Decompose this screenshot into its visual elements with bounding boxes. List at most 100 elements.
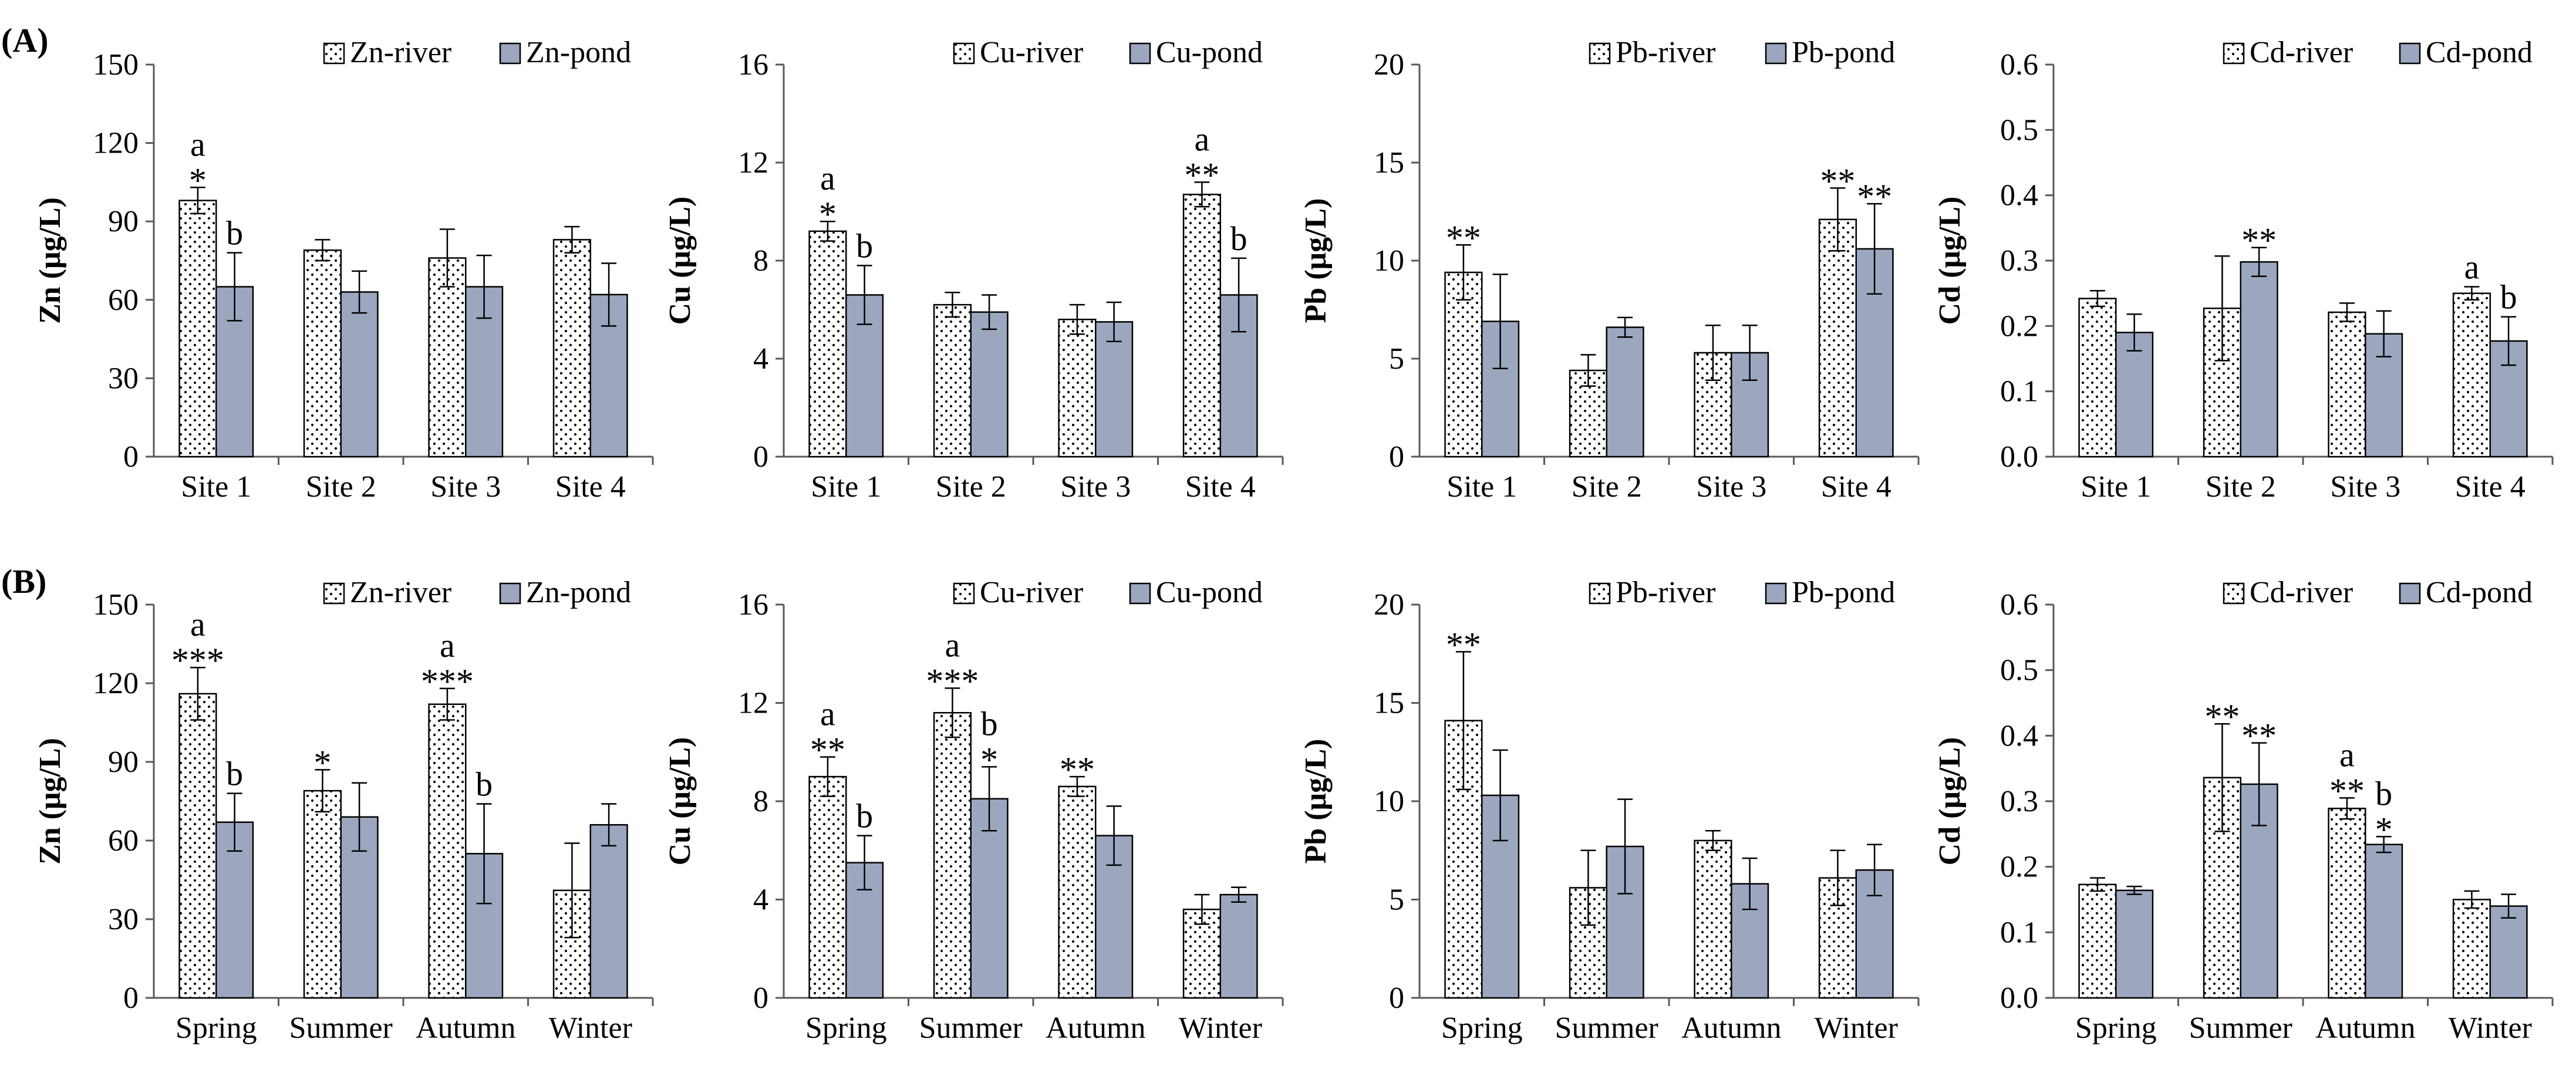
y-tick-label: 16 — [738, 588, 768, 622]
x-tick-label: Site 4 — [2455, 470, 2526, 504]
significance-label: ** — [1060, 750, 1095, 789]
x-tick-label: Spring — [2075, 1011, 2157, 1045]
significance-label: * — [2375, 810, 2393, 849]
chart-panel-3: 0.0 0.1 0.2 0.3 0.4 0.5 0.6 Cd (μg/L) Site 1 Site… — [1933, 36, 2554, 504]
y-tick-label: 0 — [1389, 440, 1404, 474]
significance-label: * — [819, 195, 837, 234]
legend-label: Cu-river — [980, 576, 1083, 609]
y-axis-label: Pb (μg/L) — [1299, 198, 1333, 323]
legend-swatch-pond — [2399, 582, 2421, 605]
river-bar — [303, 789, 342, 999]
y-tick-label: 0 — [1389, 981, 1404, 1015]
y-tick-label: 20 — [1374, 588, 1404, 622]
y-tick-label: 0.5 — [2000, 654, 2038, 687]
significance-label: a — [820, 159, 835, 197]
x-tick-label: Winter — [549, 1011, 632, 1045]
river-bar — [1818, 218, 1857, 458]
y-tick-label: 5 — [1389, 342, 1404, 376]
legend-label: Cd-pond — [2426, 36, 2533, 69]
chart-panel-0: 0 30 60 90 120 150 Zn (μg/L) Site 1 *a b Site 2 Sit… — [33, 36, 654, 504]
row-label-a: (A) — [1, 21, 49, 59]
significance-label: ** — [1857, 177, 1892, 216]
significance-label: a — [820, 695, 835, 733]
legend-label: Cd-pond — [2426, 576, 2533, 609]
legend-label: Zn-pond — [526, 36, 631, 69]
y-tick-label: 12 — [738, 146, 768, 180]
y-tick-label: 12 — [738, 687, 768, 720]
river-bar — [178, 200, 217, 458]
legend-label: Cu-pond — [1156, 576, 1263, 609]
pond-bar — [970, 311, 1009, 458]
x-tick-label: Summer — [289, 1011, 393, 1045]
legend-swatch-pond — [1765, 42, 1787, 65]
significance-label: ** — [2329, 771, 2365, 810]
significance-label: * — [189, 161, 207, 200]
y-tick-label: 4 — [753, 883, 768, 917]
y-tick-label: 0.5 — [2000, 113, 2038, 147]
significance-label: a — [2464, 248, 2480, 286]
legend-swatch-river — [953, 582, 975, 605]
significance-label: ** — [2204, 697, 2240, 736]
y-tick-label: 16 — [738, 48, 768, 82]
pond-bar — [589, 824, 628, 999]
x-tick-label: Site 2 — [2206, 470, 2276, 504]
pond-bar — [2115, 332, 2154, 458]
legend-swatch-river — [323, 42, 345, 65]
x-tick-label: Site 3 — [2330, 470, 2400, 504]
pond-bar — [2489, 905, 2528, 999]
x-tick-label: Summer — [2189, 1011, 2292, 1045]
chart-panel-2: 0 5 10 15 20 Pb (μg/L) Site 1 ** Site 2 Site 3 Sit… — [1299, 36, 1920, 504]
pond-bar — [2115, 889, 2154, 999]
significance-label: b — [856, 797, 873, 835]
significance-label: * — [313, 743, 331, 782]
significance-label: *** — [421, 662, 474, 701]
y-tick-label: 90 — [108, 205, 139, 238]
significance-label: b — [476, 765, 493, 803]
river-bar — [303, 249, 342, 458]
pond-bar — [340, 291, 379, 458]
x-tick-label: Spring — [176, 1011, 257, 1045]
x-tick-label: Site 3 — [430, 470, 501, 504]
y-axis-label: Zn (μg/L) — [33, 738, 67, 865]
legend-swatch-river — [2223, 582, 2245, 605]
x-tick-label: Site 4 — [1185, 470, 1256, 504]
significance-label: a — [1195, 120, 1210, 158]
y-tick-label: 0.2 — [2000, 309, 2038, 343]
pond-bar — [465, 853, 504, 999]
y-tick-label: 15 — [1374, 687, 1404, 720]
significance-label: ** — [1446, 218, 1481, 257]
legend-label: Zn-pond — [526, 576, 631, 609]
river-bar — [178, 693, 217, 999]
significance-label: b — [2375, 774, 2392, 812]
x-tick-label: Autumn — [2315, 1011, 2415, 1045]
legend-swatch-pond — [2399, 42, 2421, 65]
legend-swatch-river — [323, 582, 345, 605]
river-bar — [552, 239, 591, 458]
y-tick-label: 0.6 — [2000, 588, 2038, 622]
significance-label: b — [981, 704, 998, 743]
x-tick-label: Winter — [1815, 1011, 1898, 1045]
y-tick-label: 0 — [123, 440, 139, 474]
y-tick-label: 0.0 — [2000, 440, 2038, 474]
legend-label: Zn-river — [350, 576, 451, 609]
x-tick-label: Site 1 — [2081, 470, 2151, 504]
significance-label: a — [190, 125, 205, 163]
legend-swatch-river — [953, 42, 975, 65]
y-tick-label: 30 — [108, 903, 139, 936]
significance-label: *** — [926, 662, 979, 700]
y-tick-label: 0.1 — [2000, 375, 2038, 409]
legend-label: Pb-pond — [1792, 576, 1895, 609]
x-tick-label: Site 1 — [1447, 470, 1517, 504]
y-axis-label: Cu (μg/L) — [663, 197, 697, 325]
legend-label: Cu-pond — [1156, 36, 1263, 69]
y-axis-label: Zn (μg/L) — [33, 197, 67, 324]
y-tick-label: 150 — [93, 588, 139, 622]
chart-panel-6: 0 5 10 15 20 Pb (μg/L) Spring ** Summer Autumn Win… — [1299, 576, 1920, 1045]
x-tick-label: Site 4 — [1821, 470, 1891, 504]
pond-bar — [1606, 326, 1644, 458]
river-bar — [808, 230, 847, 458]
significance-label: ** — [1820, 161, 1855, 200]
y-tick-label: 0.3 — [2000, 244, 2038, 278]
